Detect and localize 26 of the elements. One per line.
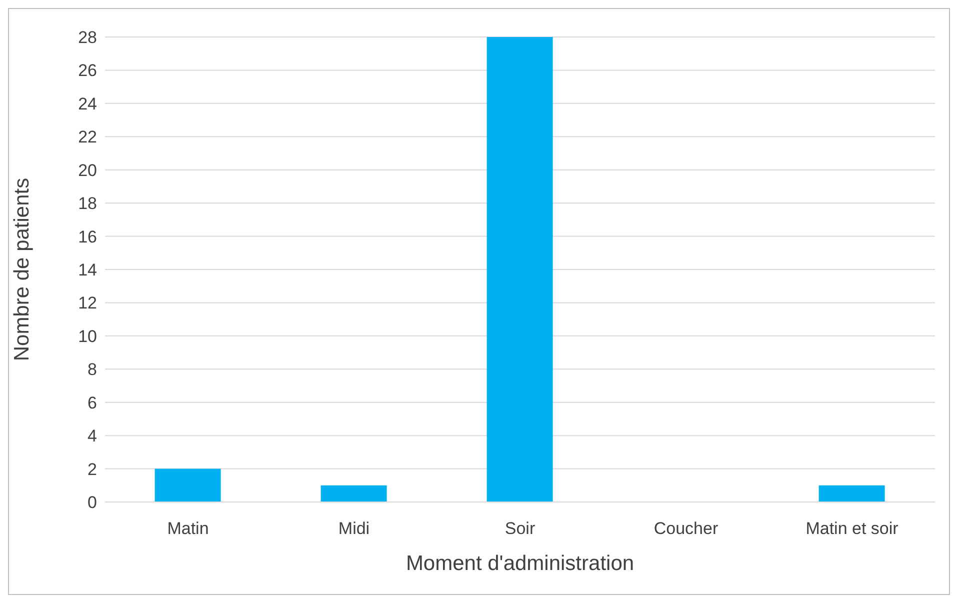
y-tick-label: 10 — [78, 326, 97, 346]
y-tick-label: 28 — [78, 28, 97, 48]
bar — [818, 485, 885, 502]
y-tick-label: 18 — [78, 194, 97, 214]
x-tick-label: Matin et soir — [806, 519, 899, 538]
bar — [486, 37, 553, 502]
y-axis-title: Nombre de patients — [10, 178, 34, 362]
y-tick-label: 20 — [78, 160, 97, 180]
y-tick-label: 22 — [78, 128, 97, 147]
bar — [154, 468, 221, 502]
x-tick-label: Matin — [167, 519, 209, 538]
y-tick-label: 4 — [88, 426, 97, 446]
y-tick-label: 2 — [88, 460, 97, 479]
x-axis-title: Moment d'administration — [406, 552, 634, 575]
x-tick-label: Soir — [504, 519, 536, 538]
y-tick-label: 12 — [78, 294, 97, 313]
y-tick-label: 26 — [78, 61, 97, 80]
y-tick-label: 8 — [88, 360, 97, 380]
x-tick-label: Coucher — [654, 519, 718, 538]
y-tick-label: 0 — [88, 493, 97, 512]
x-tick-label: Midi — [338, 519, 370, 538]
y-tick-label: 6 — [88, 393, 97, 412]
y-tick-label: 24 — [78, 94, 97, 114]
y-tick-label: 16 — [78, 227, 97, 246]
bar — [320, 485, 387, 502]
y-tick-label: 14 — [78, 260, 97, 280]
